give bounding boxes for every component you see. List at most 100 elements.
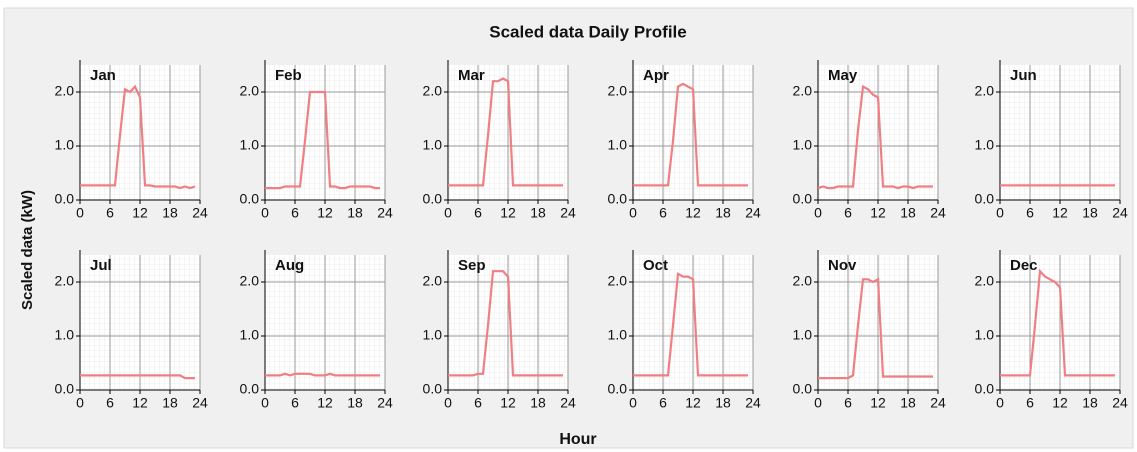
series-line xyxy=(633,82,748,187)
y-tick-label: 1.0 xyxy=(975,327,995,343)
x-tick-label: 0 xyxy=(814,395,822,411)
y-tick-label: 0.0 xyxy=(793,381,813,397)
x-tick-label: 6 xyxy=(291,395,299,411)
x-tick-label: 6 xyxy=(659,395,667,411)
x-tick-label: 24 xyxy=(192,205,208,221)
x-tick-label: 0 xyxy=(814,205,822,221)
y-tick-label: 0.0 xyxy=(423,191,443,207)
subplot-title: Feb xyxy=(275,67,302,84)
x-tick-label: 18 xyxy=(715,395,731,411)
x-tick-label: 18 xyxy=(347,205,363,221)
subplot-title: Dec xyxy=(1010,257,1038,274)
x-tick-label: 24 xyxy=(560,205,576,221)
series-line xyxy=(448,270,563,377)
x-tick-label: 18 xyxy=(162,395,178,411)
y-tick-label: 2.0 xyxy=(423,83,443,99)
x-tick-label: 0 xyxy=(261,205,269,221)
series-line xyxy=(818,277,933,380)
y-tick-label: 2.0 xyxy=(240,83,260,99)
x-tick-label: 0 xyxy=(629,205,637,221)
subplot-title: Nov xyxy=(828,257,857,274)
x-tick-label: 24 xyxy=(745,395,761,411)
y-tick-label: 1.0 xyxy=(608,327,628,343)
x-tick-label: 24 xyxy=(930,205,946,221)
x-tick-label: 6 xyxy=(844,205,852,221)
x-tick-label: 6 xyxy=(844,395,852,411)
x-tick-label: 12 xyxy=(500,205,516,221)
series-line xyxy=(1000,268,1115,377)
x-tick-label: 6 xyxy=(1026,395,1034,411)
x-tick-label: 6 xyxy=(474,395,482,411)
x-tick-label: 12 xyxy=(317,395,333,411)
y-tick-label: 1.0 xyxy=(240,137,260,153)
subplot-title: Aug xyxy=(275,257,304,274)
y-tick-label: 1.0 xyxy=(55,327,75,343)
x-tick-label: 18 xyxy=(900,205,916,221)
x-tick-label: 24 xyxy=(192,395,208,411)
subplot-title: Jan xyxy=(90,67,116,84)
x-tick-label: 12 xyxy=(500,395,516,411)
subplot-title: Mar xyxy=(458,67,485,84)
x-tick-label: 24 xyxy=(1112,205,1128,221)
y-tick-label: 1.0 xyxy=(793,327,813,343)
y-tick-label: 0.0 xyxy=(55,381,75,397)
x-tick-label: 12 xyxy=(132,395,148,411)
x-tick-label: 24 xyxy=(377,205,393,221)
subplot-title: Sep xyxy=(458,257,486,274)
x-tick-label: 18 xyxy=(900,395,916,411)
y-tick-label: 2.0 xyxy=(240,273,260,289)
x-tick-label: 24 xyxy=(560,395,576,411)
y-tick-label: 2.0 xyxy=(55,273,75,289)
y-tick-label: 2.0 xyxy=(793,83,813,99)
x-tick-label: 12 xyxy=(685,205,701,221)
series-line xyxy=(265,372,380,377)
x-tick-label: 6 xyxy=(1026,205,1034,221)
series-line xyxy=(80,84,196,190)
series-line xyxy=(448,77,563,187)
y-tick-label: 2.0 xyxy=(55,83,75,99)
y-tick-label: 0.0 xyxy=(240,381,260,397)
x-tick-label: 12 xyxy=(317,205,333,221)
y-tick-label: 0.0 xyxy=(423,381,443,397)
x-tick-label: 6 xyxy=(106,395,114,411)
x-tick-label: 18 xyxy=(715,205,731,221)
x-tick-label: 24 xyxy=(930,395,946,411)
x-tick-label: 12 xyxy=(132,205,148,221)
x-tick-label: 24 xyxy=(1112,395,1128,411)
y-tick-label: 1.0 xyxy=(240,327,260,343)
y-tick-label: 2.0 xyxy=(793,273,813,289)
x-tick-label: 12 xyxy=(1052,395,1068,411)
series-line xyxy=(80,374,195,380)
y-tick-label: 0.0 xyxy=(55,191,75,207)
x-tick-label: 12 xyxy=(870,205,886,221)
y-tick-label: 2.0 xyxy=(608,83,628,99)
y-tick-label: 0.0 xyxy=(608,381,628,397)
y-tick-label: 0.0 xyxy=(793,191,813,207)
x-tick-label: 18 xyxy=(347,395,363,411)
x-tick-label: 0 xyxy=(76,205,84,221)
x-tick-label: 6 xyxy=(291,205,299,221)
x-tick-label: 18 xyxy=(530,395,546,411)
subplot-title: Oct xyxy=(643,257,668,274)
chart-title: Scaled data Daily Profile xyxy=(489,22,686,41)
x-tick-label: 0 xyxy=(444,205,452,221)
y-tick-label: 2.0 xyxy=(423,273,443,289)
y-tick-label: 2.0 xyxy=(975,83,995,99)
y-tick-label: 1.0 xyxy=(423,137,443,153)
x-tick-label: 0 xyxy=(261,395,269,411)
series-line xyxy=(265,90,380,190)
x-tick-label: 12 xyxy=(870,395,886,411)
subplot-title: Jun xyxy=(1010,67,1037,84)
y-tick-label: 1.0 xyxy=(55,137,75,153)
x-tick-label: 0 xyxy=(444,395,452,411)
x-tick-label: 24 xyxy=(377,395,393,411)
x-tick-label: 12 xyxy=(1052,205,1068,221)
series-line xyxy=(817,84,933,190)
y-tick-label: 1.0 xyxy=(608,137,628,153)
x-axis-label: Hour xyxy=(559,431,596,448)
x-tick-label: 0 xyxy=(76,395,84,411)
subplot-title: Jul xyxy=(90,257,112,274)
y-tick-label: 1.0 xyxy=(975,137,995,153)
y-tick-label: 0.0 xyxy=(240,191,260,207)
y-tick-label: 0.0 xyxy=(608,191,628,207)
